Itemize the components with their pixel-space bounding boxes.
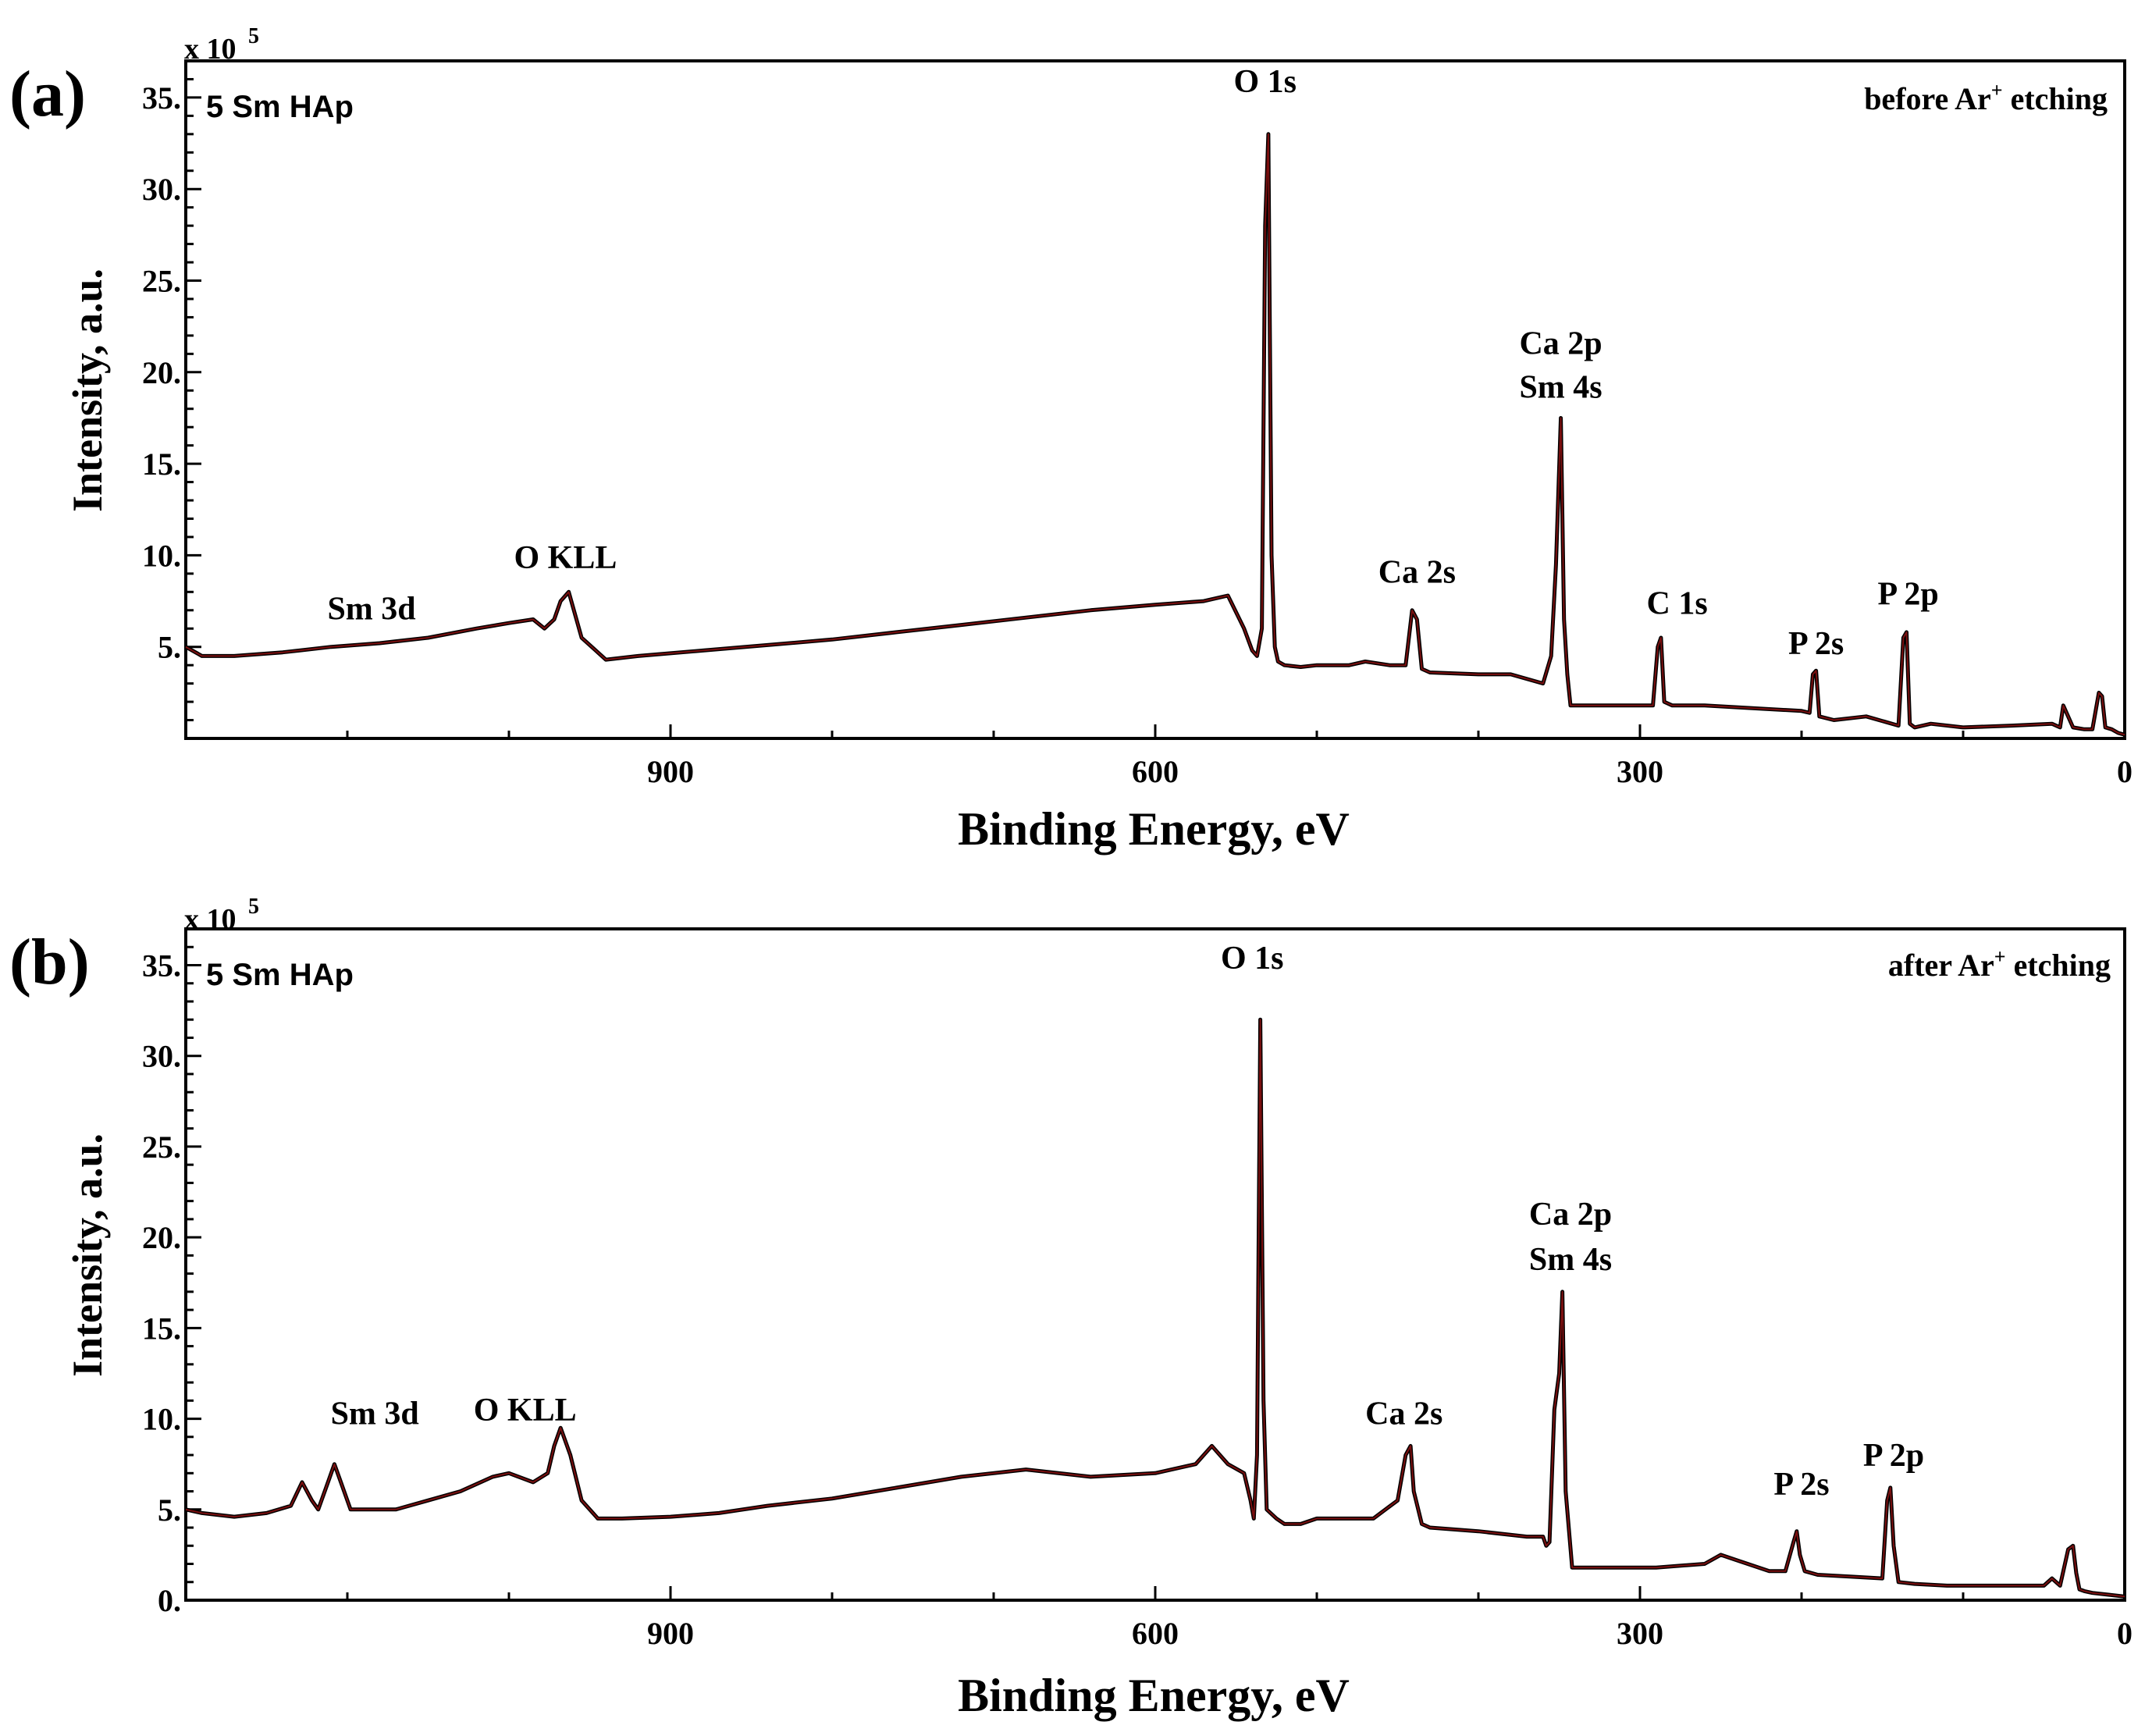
y-tick-label: 15.: [142, 1311, 181, 1346]
sample-label-b: 5 Sm HAp: [206, 958, 354, 992]
peak-label: Ca 2p: [1529, 1197, 1612, 1233]
sample-label-a: 5 Sm HAp: [206, 90, 354, 124]
peak-label: O KLL: [514, 540, 617, 576]
peak-label: Sm 3d: [327, 592, 415, 628]
y-tick-label: 5.: [158, 630, 181, 665]
peak-label: O KLL: [474, 1393, 577, 1428]
condition-sup-b: +: [1994, 945, 2006, 968]
x-tick-label: 300: [1617, 1616, 1663, 1651]
y-tick-label: 25.: [142, 264, 181, 299]
x-tick-label: 600: [1132, 754, 1179, 789]
spectrum-line-overlay: [185, 133, 2125, 736]
y-tick-label: 35.: [142, 948, 181, 983]
x-tick-label: 900: [647, 754, 694, 789]
peak-label: O 1s: [1221, 941, 1284, 976]
x-tick-label: 0: [2117, 1616, 2133, 1651]
y-tick-label: 30.: [142, 1039, 181, 1074]
peak-label: Ca 2s: [1365, 1396, 1442, 1432]
peak-label: P 2s: [1773, 1467, 1829, 1503]
x-tick-label: 900: [647, 1616, 694, 1651]
condition-sup-a: +: [1991, 79, 2003, 101]
y-tick-label: 30.: [142, 172, 181, 207]
x-tick-label: 600: [1132, 1616, 1179, 1651]
condition-text-b: after Ar: [1888, 948, 1994, 983]
condition-label-b: after Ar+ etching: [1888, 945, 2111, 983]
y-multiplier-exp-a: 5: [248, 24, 259, 48]
panel-b: (b) x 10 5 Intensity, a.u. Binding Energ…: [9, 895, 2133, 1721]
y-tick-label: 20.: [142, 355, 181, 390]
panel-a: (a) x 10 5 Intensity, a.u. Binding Energ…: [9, 24, 2133, 855]
panel-label-a: (a): [9, 58, 86, 130]
y-tick-label: 0.: [158, 1583, 181, 1618]
y-multiplier-exp-b: 5: [248, 895, 259, 919]
y-axis-label-b: Intensity, a.u.: [64, 1133, 111, 1377]
peak-label: Sm 3d: [331, 1396, 419, 1432]
condition-text-a: before Ar: [1864, 81, 1991, 116]
y-tick-label: 20.: [142, 1220, 181, 1255]
y-multiplier-text-b: x 10: [184, 903, 237, 936]
peak-label: Ca 2s: [1378, 555, 1456, 591]
y-tick-label: 10.: [142, 1402, 181, 1437]
y-tick-label: 10.: [142, 538, 181, 573]
y-tick-label: 35.: [142, 80, 181, 116]
spectrum-trace-a: [184, 132, 2125, 737]
condition-label-a: before Ar+ etching: [1864, 79, 2108, 116]
x-ticks-a: 900 600 300 0: [346, 724, 2133, 789]
y-tick-label: 5.: [158, 1492, 181, 1528]
x-axis-label-b: Binding Energy, eV: [958, 1670, 1350, 1721]
peak-label: P 2p: [1863, 1438, 1924, 1474]
y-ticks-a: 5. 10. 15. 20. 25. 30. 35.: [142, 77, 201, 722]
peak-label: O 1s: [1234, 64, 1297, 100]
y-tick-label: 25.: [142, 1129, 181, 1165]
spectrum-trace-b: [185, 1017, 2125, 1599]
y-ticks-b: 0. 5. 10. 15. 20. 25. 30. 35.: [142, 945, 201, 1618]
peak-annotations-b: Sm 3d O KLL O 1s Ca 2s Ca 2p Sm 4s P 2s P 2p: [331, 941, 1925, 1503]
peak-label: Sm 4s: [1529, 1242, 1612, 1278]
x-axis-label-a: Binding Energy, eV: [958, 803, 1350, 855]
peak-label: Ca 2p: [1519, 326, 1602, 361]
condition-suffix-a: etching: [2003, 81, 2108, 116]
x-tick-label: 300: [1617, 754, 1663, 789]
peak-label: P 2p: [1878, 577, 1939, 613]
peak-label: P 2s: [1788, 626, 1844, 662]
peak-label: C 1s: [1647, 585, 1708, 621]
panel-label-b: (b): [9, 926, 90, 998]
y-tick-label: 15.: [142, 446, 181, 482]
peak-annotations-a: Sm 3d O KLL O 1s Ca 2s Ca 2p Sm 4s C 1s P 2s P 2…: [327, 64, 1938, 662]
x-ticks-b: 900 600 300 0: [346, 1586, 2133, 1651]
x-tick-label: 0: [2117, 754, 2133, 789]
y-axis-label-a: Intensity, a.u.: [64, 269, 111, 512]
spectrum-line-overlay: [185, 1019, 2125, 1598]
peak-label: Sm 4s: [1519, 370, 1602, 406]
condition-suffix-b: etching: [2006, 948, 2111, 983]
